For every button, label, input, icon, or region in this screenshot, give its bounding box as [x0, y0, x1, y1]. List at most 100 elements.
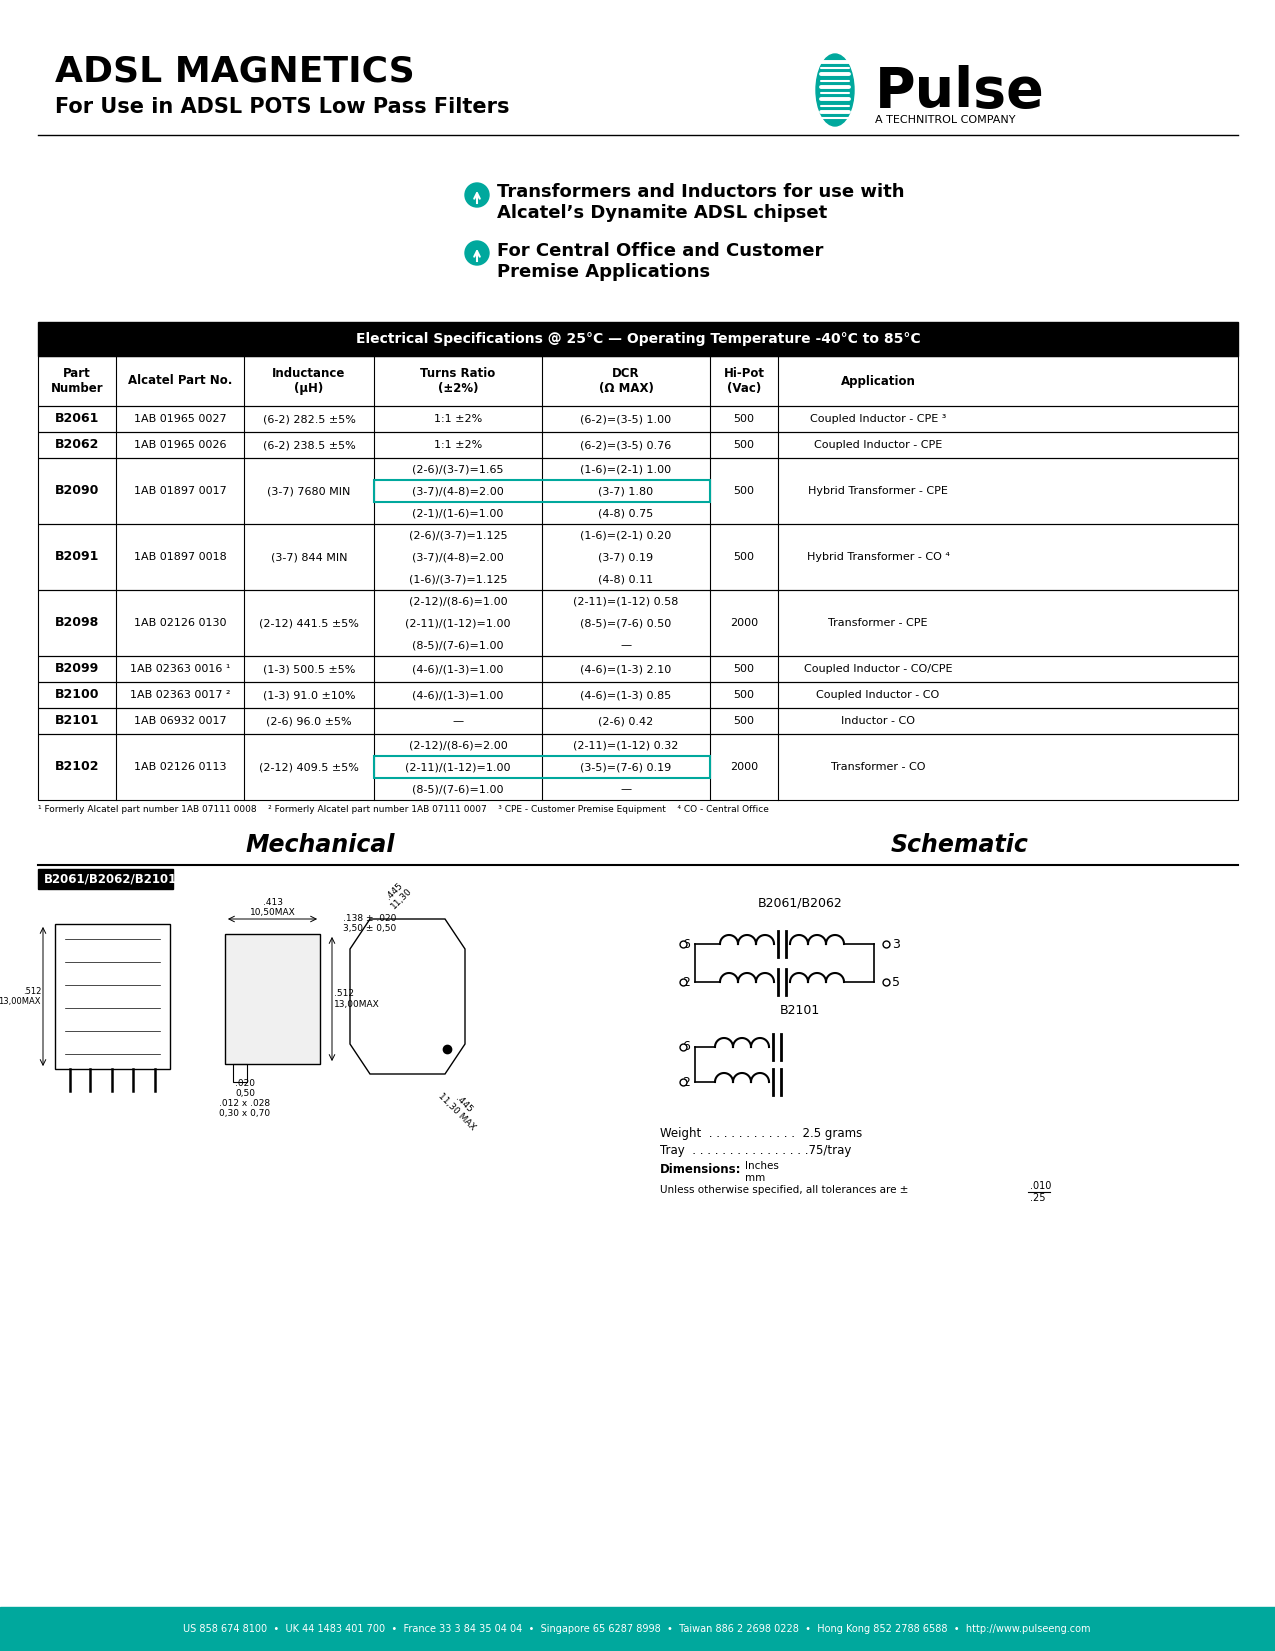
Text: (6-2) 282.5 ±5%: (6-2) 282.5 ±5%: [263, 414, 356, 424]
Text: (1-3) 91.0 ±10%: (1-3) 91.0 ±10%: [263, 690, 356, 700]
Text: 1AB 01965 0027: 1AB 01965 0027: [134, 414, 227, 424]
Text: Inductor - CO: Inductor - CO: [842, 717, 915, 726]
Bar: [38, 406, 1238, 433]
Text: (3-7) 1.80: (3-7) 1.80: [598, 485, 654, 495]
Bar: [38, 735, 1238, 801]
Text: .020
0,50: .020 0,50: [235, 1080, 255, 1098]
Text: B2061: B2061: [55, 413, 99, 426]
Text: Unless otherwise specified, all tolerances are ±: Unless otherwise specified, all toleranc…: [660, 1185, 908, 1195]
Bar: [374, 756, 710, 778]
Text: 1AB 02126 0130: 1AB 02126 0130: [134, 617, 226, 627]
Text: .512
13,00MAX: .512 13,00MAX: [0, 987, 41, 1005]
Text: (2-6)/(3-7)=1.65: (2-6)/(3-7)=1.65: [412, 464, 504, 474]
Text: 1AB 02363 0017 ²: 1AB 02363 0017 ²: [130, 690, 231, 700]
Text: .25: .25: [1030, 1194, 1046, 1204]
Text: 500: 500: [733, 664, 755, 674]
Bar: [38, 357, 1238, 406]
Text: 6: 6: [682, 1040, 690, 1053]
Text: Part
Number: Part Number: [51, 367, 103, 395]
Text: ADSL MAGNETICS: ADSL MAGNETICS: [55, 54, 414, 89]
Text: 1AB 01897 0017: 1AB 01897 0017: [134, 485, 227, 495]
Bar: [38, 523, 1238, 589]
Text: US 858 674 8100  •  UK 44 1483 401 700  •  France 33 3 84 35 04 04  •  Singapore: US 858 674 8100 • UK 44 1483 401 700 • F…: [184, 1625, 1090, 1634]
Bar: [38, 682, 1238, 708]
Text: B2102: B2102: [55, 761, 99, 774]
Text: Pulse: Pulse: [875, 64, 1044, 119]
Text: (6-2)=(3-5) 0.76: (6-2)=(3-5) 0.76: [580, 441, 672, 451]
Text: 500: 500: [733, 717, 755, 726]
Text: 5: 5: [892, 976, 900, 989]
Text: Hybrid Transformer - CPE: Hybrid Transformer - CPE: [808, 485, 947, 495]
Text: Inches: Inches: [745, 1161, 779, 1171]
Text: For Central Office and Customer
Premise Applications: For Central Office and Customer Premise …: [497, 243, 824, 281]
Bar: [233, 1063, 247, 1081]
Text: (4-6)=(1-3) 2.10: (4-6)=(1-3) 2.10: [580, 664, 672, 674]
Text: .138 ± .020
3,50 ± 0,50: .138 ± .020 3,50 ± 0,50: [343, 915, 397, 933]
Bar: [55, 925, 170, 1068]
Text: (3-7) 844 MIN: (3-7) 844 MIN: [270, 551, 347, 561]
Text: (6-2) 238.5 ±5%: (6-2) 238.5 ±5%: [263, 441, 356, 451]
Text: 1AB 01897 0018: 1AB 01897 0018: [134, 551, 227, 561]
Text: (2-1)/(1-6)=1.00: (2-1)/(1-6)=1.00: [412, 509, 504, 518]
Text: 500: 500: [733, 414, 755, 424]
Text: 1AB 02126 0113: 1AB 02126 0113: [134, 763, 226, 773]
Text: (4-6)/(1-3)=1.00: (4-6)/(1-3)=1.00: [412, 664, 504, 674]
Text: 1:1 ±2%: 1:1 ±2%: [434, 441, 482, 451]
Text: (1-6)=(2-1) 1.00: (1-6)=(2-1) 1.00: [580, 464, 672, 474]
Text: .445
11,30: .445 11,30: [381, 878, 413, 911]
Bar: [38, 589, 1238, 655]
Text: 1AB 02363 0016 ¹: 1AB 02363 0016 ¹: [130, 664, 231, 674]
Text: 2000: 2000: [729, 617, 759, 627]
Text: mm: mm: [745, 1172, 765, 1184]
Ellipse shape: [816, 54, 854, 125]
Text: .445
11,30 MAX: .445 11,30 MAX: [436, 1085, 484, 1133]
Text: Coupled Inductor - CPE ³: Coupled Inductor - CPE ³: [810, 414, 946, 424]
Text: (1-6)/(3-7)=1.125: (1-6)/(3-7)=1.125: [409, 575, 507, 584]
Text: 1:1 ±2%: 1:1 ±2%: [434, 414, 482, 424]
Text: (8-5)/(7-6)=1.00: (8-5)/(7-6)=1.00: [412, 641, 504, 650]
Text: 3: 3: [892, 938, 900, 951]
Text: 2: 2: [682, 1075, 690, 1088]
Bar: [38, 655, 1238, 682]
Text: Coupled Inductor - CO: Coupled Inductor - CO: [816, 690, 940, 700]
Bar: [0, 1606, 1275, 1651]
Text: Transformer - CO: Transformer - CO: [831, 763, 926, 773]
Bar: [38, 433, 1238, 457]
Text: Application: Application: [840, 375, 915, 388]
Text: 2000: 2000: [729, 763, 759, 773]
Text: 1AB 06932 0017: 1AB 06932 0017: [134, 717, 227, 726]
Text: (3-7)/(4-8)=2.00: (3-7)/(4-8)=2.00: [412, 485, 504, 495]
Bar: [38, 868, 173, 888]
Text: 6: 6: [682, 938, 690, 951]
Text: For Use in ADSL POTS Low Pass Filters: For Use in ADSL POTS Low Pass Filters: [55, 97, 510, 117]
Text: B2101: B2101: [780, 1004, 820, 1017]
Bar: [38, 708, 1238, 735]
Text: (4-8) 0.11: (4-8) 0.11: [598, 575, 654, 584]
Text: (2-12)/(8-6)=1.00: (2-12)/(8-6)=1.00: [409, 596, 507, 606]
Text: Alcatel Part No.: Alcatel Part No.: [128, 375, 232, 388]
Text: 1AB 01965 0026: 1AB 01965 0026: [134, 441, 226, 451]
Text: B2098: B2098: [55, 616, 99, 629]
Text: Transformer - CPE: Transformer - CPE: [829, 617, 928, 627]
Text: (2-11)/(1-12)=1.00: (2-11)/(1-12)=1.00: [405, 763, 511, 773]
Text: Schematic: Schematic: [891, 834, 1029, 857]
Text: Electrical Specifications @ 25°C — Operating Temperature -40°C to 85°C: Electrical Specifications @ 25°C — Opera…: [356, 332, 921, 347]
Text: Turns Ratio
(±2%): Turns Ratio (±2%): [421, 367, 496, 395]
Text: (4-6)/(1-3)=1.00: (4-6)/(1-3)=1.00: [412, 690, 504, 700]
Bar: [224, 934, 320, 1063]
Text: (2-11)/(1-12)=1.00: (2-11)/(1-12)=1.00: [405, 617, 511, 627]
Text: (2-12) 409.5 ±5%: (2-12) 409.5 ±5%: [259, 763, 360, 773]
Text: B2062: B2062: [55, 439, 99, 451]
Text: Tray  . . . . . . . . . . . . . . . .75/tray: Tray . . . . . . . . . . . . . . . .75/t…: [660, 1144, 852, 1157]
Text: (3-5)=(7-6) 0.19: (3-5)=(7-6) 0.19: [580, 763, 672, 773]
Text: B2101: B2101: [55, 715, 99, 728]
Text: (4-8) 0.75: (4-8) 0.75: [598, 509, 654, 518]
Text: .413
10,50MAX: .413 10,50MAX: [250, 898, 296, 916]
Text: (1-3) 500.5 ±5%: (1-3) 500.5 ±5%: [263, 664, 356, 674]
Text: B2061/B2062/B2101: B2061/B2062/B2101: [45, 872, 177, 885]
Text: Dimensions:: Dimensions:: [660, 1162, 742, 1176]
Text: Mechanical: Mechanical: [245, 834, 395, 857]
Text: .512
13,00MAX: .512 13,00MAX: [334, 989, 380, 1009]
Text: 500: 500: [733, 551, 755, 561]
Text: (4-6)=(1-3) 0.85: (4-6)=(1-3) 0.85: [580, 690, 672, 700]
